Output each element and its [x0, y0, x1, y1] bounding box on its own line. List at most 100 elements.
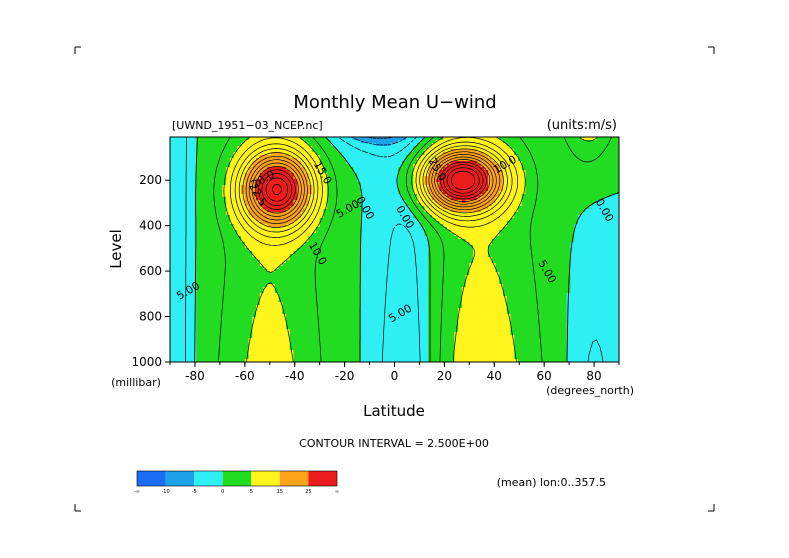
field-cell: [491, 254, 497, 258]
field-cell: [304, 188, 310, 192]
field-cell: [465, 236, 470, 240]
field-cell: [357, 260, 362, 264]
field-cell: [327, 176, 332, 180]
field-cell: [503, 245, 508, 249]
field-cell: [398, 188, 403, 192]
field-cell: [566, 209, 571, 213]
field-cell: [405, 233, 411, 237]
field-cell: [589, 206, 594, 210]
field-cell: [469, 194, 474, 198]
field-cell: [278, 173, 283, 177]
field-cell: [592, 185, 598, 189]
field-cell: [503, 158, 508, 162]
field-cell: [604, 239, 609, 243]
field-cell: [271, 227, 276, 231]
field-cell: [458, 248, 463, 252]
field-cell: [529, 215, 534, 219]
field-cell: [461, 224, 467, 228]
field-cell: [435, 215, 440, 219]
field-cell: [611, 221, 616, 225]
field-cell: [173, 164, 179, 168]
field-cell: [353, 203, 358, 207]
field-cell: [551, 200, 556, 204]
field-cell: [596, 197, 601, 201]
field-cell: [585, 197, 590, 201]
field-cell: [506, 143, 512, 147]
field-cell: [577, 143, 583, 147]
field-cell: [349, 233, 354, 237]
field-cell: [529, 149, 534, 153]
field-cell: [192, 236, 197, 240]
field-cell: [551, 158, 556, 162]
field-cell: [488, 218, 493, 222]
field-cell: [544, 215, 549, 219]
field-cell: [540, 230, 545, 234]
field-cell: [544, 170, 549, 174]
field-cell: [394, 170, 399, 174]
field-cell: [188, 227, 194, 231]
field-cell: [192, 188, 197, 192]
field-cell: [488, 257, 493, 261]
field-cell: [304, 200, 310, 204]
field-cell: [308, 161, 313, 165]
field-cell: [222, 185, 227, 189]
field-cell: [387, 212, 392, 216]
field-cell: [596, 164, 601, 168]
field-cell: [308, 251, 313, 255]
field-cell: [592, 236, 598, 240]
field-cell: [330, 221, 336, 225]
field-cell: [229, 257, 235, 261]
field-cell: [592, 176, 598, 180]
field-cell: [454, 212, 459, 216]
field-cell: [368, 224, 373, 228]
field-cell: [615, 233, 619, 237]
field-cell: [342, 215, 347, 219]
field-cell: [514, 257, 519, 261]
field-cell: [327, 188, 332, 192]
field-cell: [203, 152, 209, 156]
field-cell: [372, 221, 377, 225]
field-cell: [312, 233, 317, 237]
field-cell: [304, 206, 310, 210]
field-cell: [413, 239, 418, 243]
field-cell: [360, 224, 366, 228]
field-cell: [368, 227, 373, 231]
field-cell: [581, 257, 586, 261]
field-cell: [218, 245, 223, 249]
field-cell: [517, 224, 523, 228]
field-cell: [289, 164, 295, 168]
field-cell: [229, 239, 235, 243]
field-cell: [446, 248, 452, 252]
field-cell: [435, 254, 440, 258]
field-cell: [218, 218, 223, 222]
field-cell: [263, 176, 268, 180]
field-cell: [375, 170, 381, 174]
field-cell: [596, 203, 601, 207]
field-cell: [443, 242, 448, 246]
field-cell: [312, 179, 317, 183]
field-cell: [439, 254, 444, 258]
field-cell: [461, 164, 467, 168]
field-cell: [529, 254, 534, 258]
field-cell: [443, 245, 448, 249]
field-cell: [450, 140, 455, 144]
field-cell: [300, 155, 306, 159]
field-cell: [383, 170, 388, 174]
field-cell: [342, 137, 347, 141]
field-cell: [570, 179, 575, 183]
field-cell: [465, 152, 470, 156]
field-cell: [420, 203, 426, 207]
field-cell: [555, 191, 560, 195]
field-cell: [615, 164, 619, 168]
field-cell: [559, 140, 564, 144]
field-cell: [222, 170, 227, 174]
field-cell: [585, 179, 590, 183]
field-cell: [282, 251, 287, 255]
field-cell: [585, 167, 590, 171]
field-cell: [484, 251, 489, 255]
field-cell: [368, 191, 373, 195]
field-cell: [517, 236, 523, 240]
field-cell: [551, 230, 556, 234]
field-cell: [596, 221, 601, 225]
field-cell: [192, 215, 197, 219]
